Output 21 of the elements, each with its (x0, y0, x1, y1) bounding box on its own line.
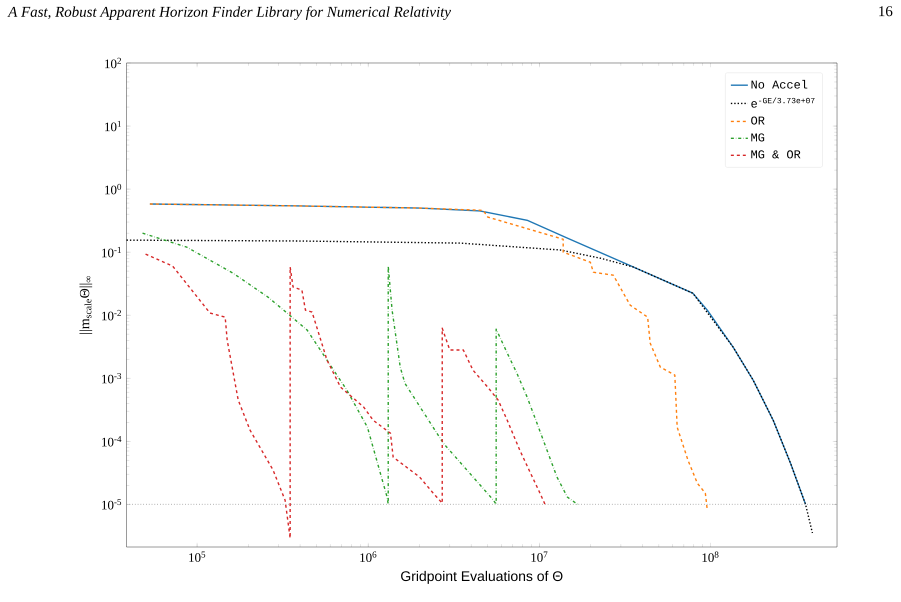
legend-label: No Accel (752, 80, 808, 89)
x-tick-label: 10$^{7}$ (531, 552, 548, 562)
x-tick-label: 10$^{8}$ (702, 552, 718, 562)
y-tick-label: 10$^{-4}$ (102, 436, 122, 446)
x-tick-label: 10$^{5}$ (189, 552, 206, 562)
y-tick-label: 10$^{-2}$ (102, 310, 121, 320)
legend-label: e$^{-GE/3.73e+07}$ (751, 97, 814, 108)
legend-label: OR (751, 116, 765, 125)
y-tick-label: 10$^{-1}$ (102, 246, 121, 258)
legend-label: MG & OR (751, 150, 800, 158)
x-tick-label: 10$^{6}$ (360, 552, 376, 562)
x-axis-title: Gridpoint Evaluations of Θ (401, 570, 562, 584)
legend-label: MG (751, 133, 764, 142)
y-axis-title: ||m$_{scale}$Θ||$_{∞}$ (79, 276, 92, 334)
text: A Fast, Robust Apparent Horizon Finder Library for Numerical Relativity (7, 6, 451, 20)
text: 16 (879, 6, 892, 16)
y-tick-label: 10$^{-3}$ (102, 372, 122, 384)
y-tick-label: 10$^{1}$ (105, 120, 121, 132)
y-tick-label: 10$^{0}$ (105, 184, 122, 194)
y-tick-label: 10$^{-5}$ (102, 499, 122, 510)
y-tick-label: 10$^{2}$ (105, 58, 121, 68)
